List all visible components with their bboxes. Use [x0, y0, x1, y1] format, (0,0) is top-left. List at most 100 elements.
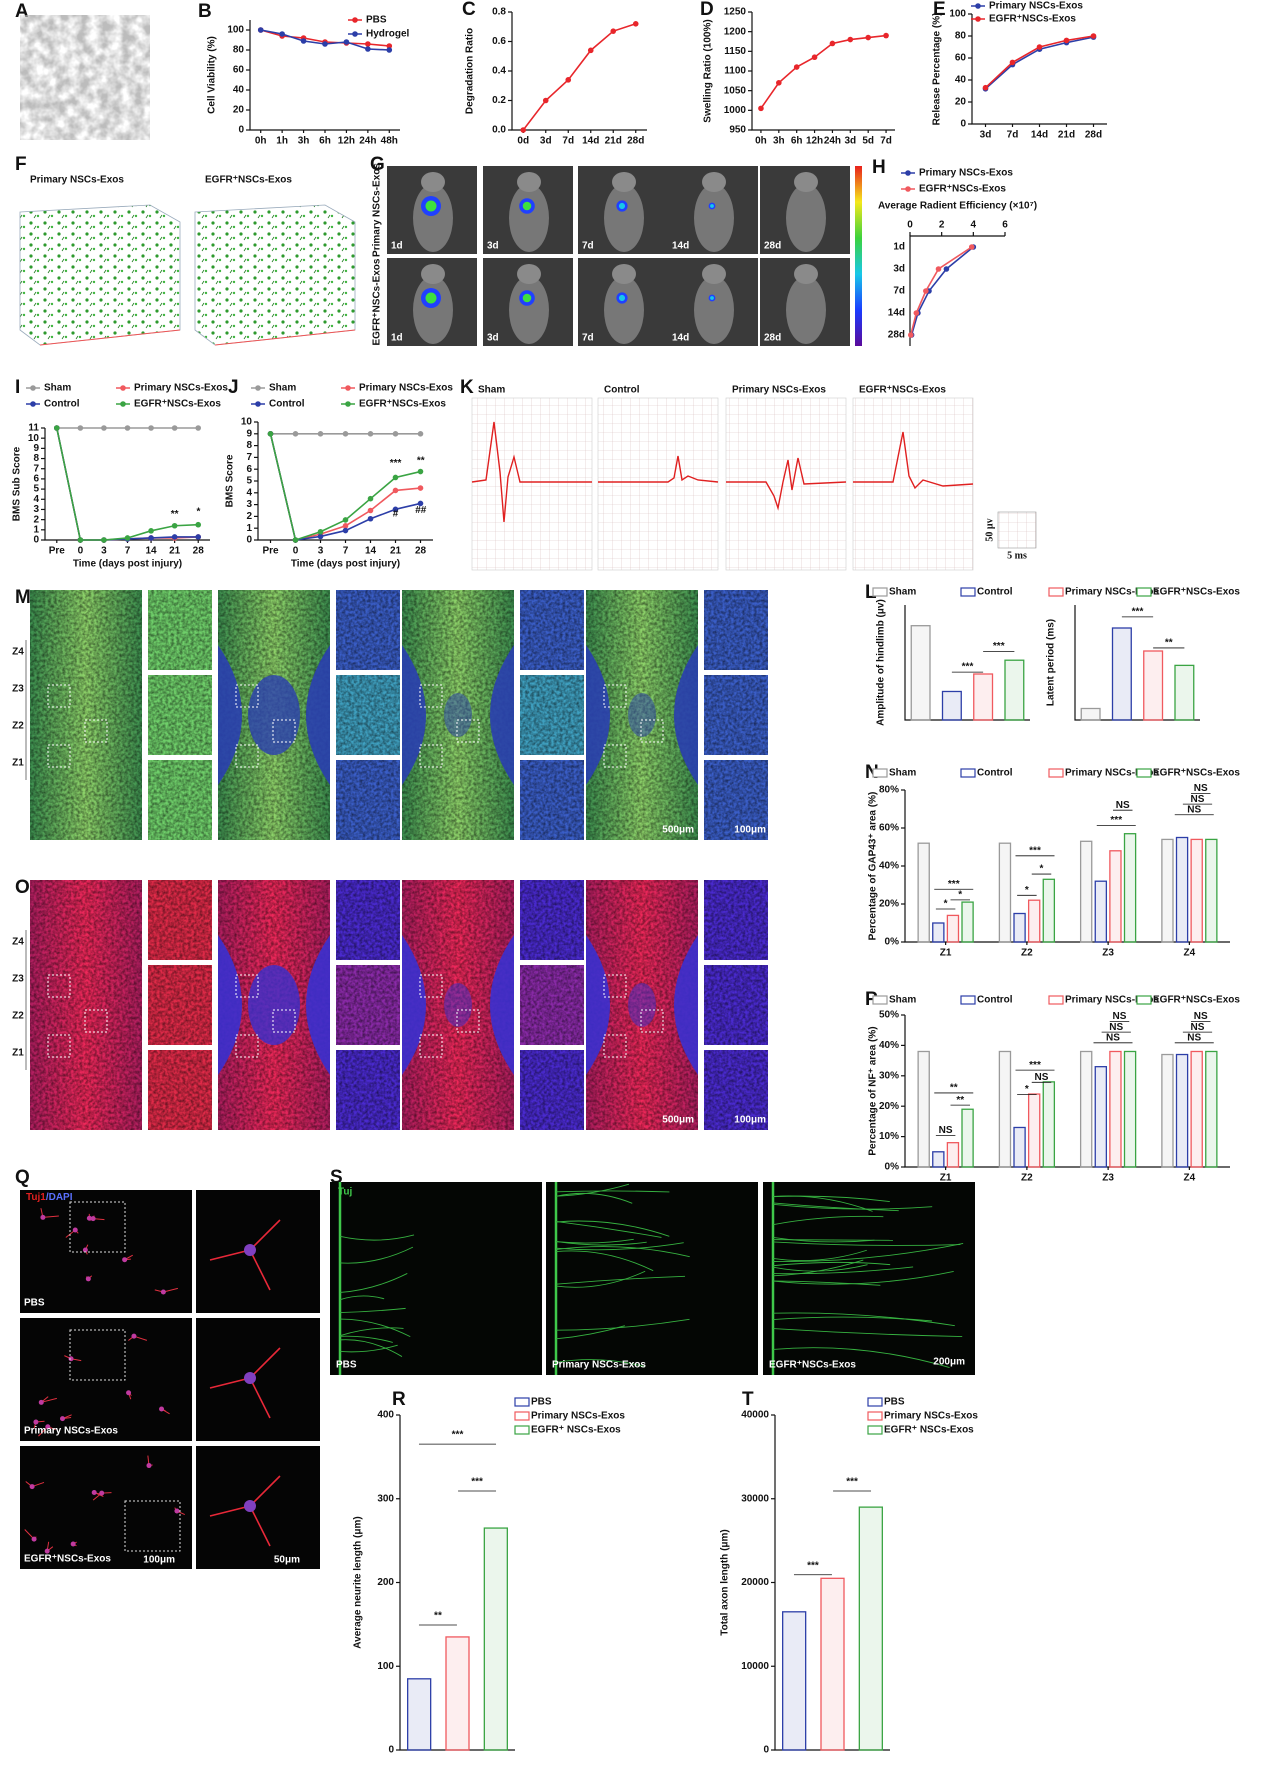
point [101, 425, 107, 431]
y-axis-label: Percentage of NF⁺ area (%) [868, 1026, 879, 1155]
y-tick-label: 60 [955, 53, 967, 64]
zone-label: Z4 [12, 647, 24, 658]
legend-marker [255, 401, 261, 407]
grain [520, 675, 584, 755]
y-tick-label: 50% [879, 1010, 899, 1021]
point [632, 21, 639, 27]
emg-trace [726, 457, 847, 511]
grain [148, 1050, 212, 1130]
scale-label: 500μm [662, 825, 694, 836]
significance: NS [1187, 804, 1201, 815]
x-tick-label: 3d [980, 130, 992, 141]
signal-core [710, 296, 714, 300]
cell [160, 1289, 166, 1295]
grain [148, 590, 212, 670]
significance: * [958, 890, 962, 901]
point [195, 534, 202, 540]
x-tick-label: 12h [806, 136, 823, 147]
grain [704, 675, 768, 755]
axon [555, 1220, 670, 1237]
y-tick-label: 0 [763, 1745, 769, 1756]
axon [555, 1270, 646, 1288]
axon [772, 1241, 961, 1246]
legend-swatch [960, 587, 976, 597]
roi-box [603, 974, 627, 998]
y-tick-label: 10 [241, 417, 253, 428]
x-tick-label: 21 [169, 546, 181, 557]
time-label: 28d [764, 241, 781, 252]
y-axis-label: Average neurite length (μm) [353, 1516, 364, 1648]
point [610, 28, 617, 34]
y-tick-label: 4 [246, 487, 252, 498]
y-tick-label: 1150 [724, 46, 746, 57]
bar [1027, 899, 1041, 943]
legend-label: Control [977, 587, 1013, 598]
legend-label: PBS [531, 1397, 552, 1408]
mouse-head [421, 264, 445, 284]
y-tick-label: 40000 [741, 1410, 769, 1421]
x-tick-label: 1h [276, 136, 288, 147]
axon [339, 1339, 403, 1357]
mouse [413, 184, 453, 252]
y-tick-label: 20 [955, 97, 967, 108]
grain [148, 760, 212, 840]
condition-label: PBS [24, 1298, 45, 1309]
y-tick-label: 7 [246, 452, 252, 463]
point [101, 537, 107, 543]
axon [555, 1250, 654, 1272]
y-tick-label: 60 [233, 65, 245, 76]
panel-label: E [933, 0, 946, 20]
zone-label: Z2 [12, 721, 24, 732]
mouse-head [702, 264, 726, 284]
time-label: 7d [582, 241, 594, 252]
scale-label: 100μm [734, 1115, 766, 1126]
x-tick-label: Z3 [1102, 948, 1114, 959]
legend-label: PBS [884, 1397, 905, 1408]
y-tick-label: 0.8 [492, 7, 506, 18]
x-tick-label: 14 [146, 546, 158, 557]
y-tick-label: 10% [879, 1131, 899, 1142]
bar [1004, 659, 1025, 721]
bar [820, 1577, 845, 1751]
mouse [694, 276, 734, 344]
roi-box [47, 974, 71, 998]
legend-label: Primary NSCs-Exos [134, 383, 228, 394]
point [935, 266, 942, 272]
significance: ## [415, 505, 427, 516]
point [148, 425, 154, 431]
legend-label: EGFR⁺NSCs-Exos [134, 399, 221, 410]
lesion-side [674, 935, 698, 1075]
point [829, 40, 836, 47]
cell [85, 1276, 91, 1282]
cell [82, 1247, 88, 1253]
point [342, 517, 349, 523]
panel-label: J [228, 377, 239, 398]
bar [445, 1636, 470, 1751]
y-tick-label: 100 [377, 1661, 394, 1672]
significance: ** [1165, 638, 1173, 649]
render-edge [214, 329, 356, 346]
x-tick-label: 24h [824, 136, 841, 147]
point [367, 515, 374, 522]
point [365, 46, 371, 52]
roi-box [272, 719, 296, 743]
bar [1094, 880, 1108, 943]
point [982, 84, 989, 91]
lesion-side [402, 935, 426, 1075]
legend-swatch [872, 587, 888, 597]
zoom-neuron [209, 1219, 281, 1291]
legend-marker [975, 16, 981, 22]
y-tick-label: 100 [949, 9, 966, 20]
neuron-zoom [196, 1190, 320, 1313]
render-label: Primary NSCs-Exos [30, 175, 124, 186]
x-tick-label: 4 [971, 220, 977, 231]
legend-swatch [872, 768, 888, 778]
legend-label: EGFR⁺ NSCs-Exos [531, 1425, 621, 1436]
panel-label: T [742, 1389, 754, 1410]
bar [1042, 1081, 1056, 1168]
bar [1161, 1053, 1174, 1168]
cell [72, 1227, 78, 1233]
y-tick-label: 40% [879, 1040, 899, 1051]
bar [1190, 838, 1203, 943]
point [77, 425, 84, 431]
